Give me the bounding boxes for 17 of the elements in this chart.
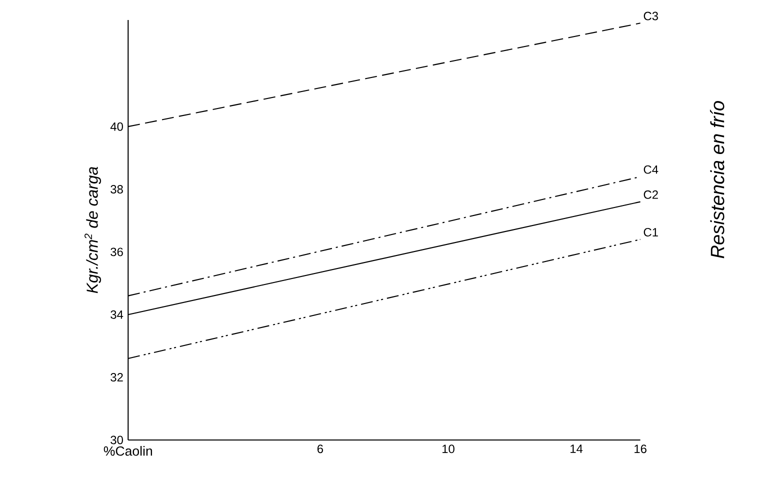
x-tick-label: 16 [634,444,646,454]
y-tick-label: 40 [110,122,123,131]
y-axis-title: Kgr./cm$^{2}$ de carga [84,166,102,294]
y-tick-label: 32 [110,373,123,382]
y-tick-label: 30 [110,436,123,444]
x-tick-label: 10 [442,444,454,454]
x-axis-title: %Caolin [104,446,152,456]
series-label: C3 [644,12,658,20]
series-label: C4 [644,165,658,174]
x-tick-label: 6 [317,444,324,454]
y-tick-label: 34 [110,310,124,319]
series-label: C1 [644,228,658,236]
y-tick-label: 38 [110,184,123,194]
text: Resistencia en frío [710,101,724,258]
x-tick-label: 14 [570,444,583,453]
y-tick-label: 36 [110,248,123,256]
series-label: C2 [644,190,658,199]
